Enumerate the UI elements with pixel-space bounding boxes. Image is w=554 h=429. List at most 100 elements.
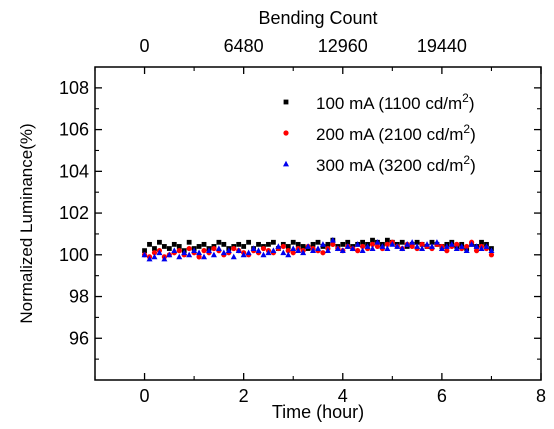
data-point <box>201 253 208 260</box>
data-point <box>290 239 296 245</box>
data-point <box>196 254 202 260</box>
data-point <box>344 243 351 249</box>
data-point <box>453 245 460 251</box>
data-point <box>186 251 193 258</box>
x-tick-label: 6 <box>437 386 447 406</box>
plot-frame <box>94 66 542 381</box>
data-point <box>215 245 222 251</box>
data-point <box>285 251 292 258</box>
data-point <box>463 247 470 254</box>
data-point <box>246 239 252 245</box>
series-2 <box>141 239 495 260</box>
data-point <box>319 241 326 247</box>
data-point <box>384 245 391 251</box>
axes: 0 2 4 6 8 96 98 100 102 104 106 108 0 6480 12960 19440 <box>59 36 546 406</box>
data-point <box>414 243 421 249</box>
data-point <box>152 246 157 251</box>
data-point <box>221 241 227 247</box>
data-point <box>280 249 287 256</box>
data-point <box>473 248 480 254</box>
data-point <box>280 243 286 250</box>
data-point <box>161 244 167 249</box>
legend-item: 200 mA (2100 cd/m2) <box>283 122 476 144</box>
data-point <box>488 247 495 254</box>
data-point <box>414 239 420 245</box>
legend-label: 100 mA (1100 cd/m2) <box>316 91 475 113</box>
data-point <box>191 247 198 254</box>
data-point <box>176 248 182 254</box>
data-point <box>216 239 222 245</box>
data-point <box>370 237 375 243</box>
data-point <box>359 247 366 254</box>
legend-marker <box>283 160 289 167</box>
data-point <box>389 241 396 247</box>
data-point <box>310 247 317 254</box>
data-point <box>454 241 460 247</box>
data-point <box>235 247 242 254</box>
data-point <box>479 239 484 245</box>
data-point <box>438 245 445 251</box>
data-point <box>256 241 261 247</box>
data-point <box>399 245 406 251</box>
data-point <box>275 243 282 249</box>
data-point <box>429 239 435 245</box>
data-point <box>394 243 401 249</box>
data-point <box>483 243 490 249</box>
data-point <box>384 237 390 243</box>
data-point <box>270 247 277 254</box>
data-point <box>225 247 232 254</box>
data-point <box>220 249 227 256</box>
data-point <box>201 241 207 247</box>
y-axis-label: Normalized Luminance(%) <box>17 123 36 323</box>
data-point <box>404 241 411 247</box>
data-point <box>458 243 465 249</box>
data-point <box>176 244 182 249</box>
data-point <box>334 245 341 251</box>
data-point <box>444 248 450 254</box>
legend-marker <box>283 130 289 136</box>
data-point <box>419 241 425 247</box>
legend-marker <box>283 99 289 105</box>
data-point <box>360 243 366 250</box>
data-point <box>231 245 237 252</box>
data-point <box>186 239 192 245</box>
data-point <box>157 239 162 245</box>
data-point <box>310 241 316 247</box>
data-point <box>285 248 291 254</box>
data-point <box>315 239 321 245</box>
data-point <box>250 245 257 251</box>
x-tick-label: 0 <box>140 386 150 406</box>
data-point <box>146 255 153 262</box>
data-point <box>379 243 386 249</box>
data-point <box>349 245 356 251</box>
data-point <box>181 249 188 256</box>
data-point <box>428 243 435 249</box>
y-tick-label: 96 <box>69 328 89 348</box>
data-point <box>340 241 346 247</box>
x-tick-label: 4 <box>338 386 348 406</box>
data-point <box>300 249 307 256</box>
data-point <box>230 253 237 260</box>
data-point <box>245 249 252 256</box>
y-tick-label: 98 <box>69 287 89 307</box>
series-3 <box>141 236 495 262</box>
data-point <box>171 247 178 254</box>
y-tick-label: 104 <box>59 161 89 181</box>
data-point <box>210 251 217 258</box>
data-point <box>176 253 183 260</box>
data-point <box>260 245 267 252</box>
data-point <box>300 244 306 249</box>
data-point <box>443 243 450 249</box>
data-point <box>324 247 331 254</box>
data-point <box>255 247 262 254</box>
data-point <box>151 250 158 256</box>
data-point <box>399 239 405 245</box>
top-axis-label: Bending Count <box>258 8 377 28</box>
x-axis-label: Time (hour) <box>272 402 364 422</box>
data-point <box>424 241 431 247</box>
legend-item: 100 mA (1100 cd/m2) <box>283 91 475 113</box>
data-point <box>305 243 312 249</box>
legend: 100 mA (1100 cd/m2) 200 mA (2100 cd/m2) 30… <box>283 91 476 175</box>
data-point <box>320 250 326 256</box>
data-point <box>141 251 148 258</box>
